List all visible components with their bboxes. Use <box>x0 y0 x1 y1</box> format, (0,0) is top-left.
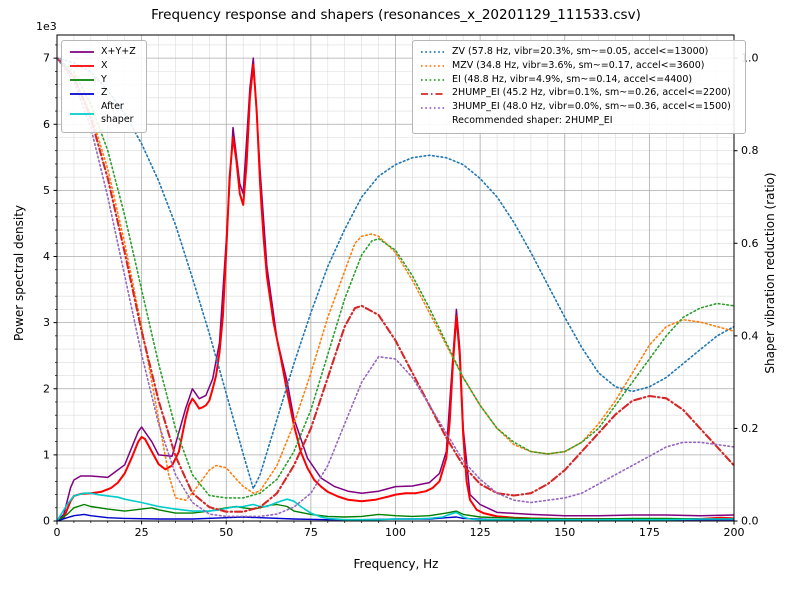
y-left-tick-label: 1 <box>43 448 50 461</box>
legend-item-label: ZV (57.8 Hz, vibr=20.3%, sm~=0.05, accel… <box>452 46 709 57</box>
series-y <box>57 503 734 521</box>
legend-item-label: X+Y+Z <box>101 46 136 57</box>
x-tick-label: 75 <box>304 526 318 539</box>
legend-item-label: EI (48.8 Hz, vibr=4.9%, sm~=0.14, accel<… <box>452 73 693 85</box>
y-left-tick-label: 7 <box>43 52 50 65</box>
y-left-tick-label: 6 <box>43 118 50 131</box>
y-right-tick-label: 0.0 <box>741 515 759 528</box>
legend-sample-blank <box>420 116 446 126</box>
y-left-tick-label: 4 <box>43 250 50 263</box>
series-x <box>57 63 734 521</box>
legend-line-sample <box>70 51 94 54</box>
axes-frame: 0 25 50 75 100 125 150 175 200 0 1 2 3 4 5 6 7 0.0 0.2 0.4 0… <box>43 34 759 539</box>
x-tick-label: 25 <box>135 526 149 539</box>
legend-item: After shaper <box>69 101 139 127</box>
x-tick-label: 50 <box>219 526 233 539</box>
x-tick-label: 125 <box>470 526 491 539</box>
series-3hump-ei <box>57 57 734 518</box>
legend-line-sample <box>421 51 445 54</box>
x-tick-label: 200 <box>724 526 745 539</box>
legend-line-sample <box>70 79 94 81</box>
legend-item-label: 3HUMP_EI (48.0 Hz, vibr=0.0%, sm~=0.36, … <box>452 101 731 113</box>
series-2hump-ei <box>57 57 734 513</box>
legend-line-sample <box>70 65 94 68</box>
legend-line-sample <box>70 113 94 115</box>
y-axis-right-label: Shaper vibration reduction (ratio) <box>763 172 777 374</box>
legend-item: Y <box>69 74 139 87</box>
y-axis-offset-label: 1e3 <box>36 20 57 33</box>
y-left-tick-label: 2 <box>43 382 50 395</box>
legend-item: X <box>69 60 139 73</box>
legend-line-sample <box>421 79 445 81</box>
minor-grid <box>57 35 734 521</box>
y-left-tick-label: 3 <box>43 316 50 329</box>
series-ei <box>57 57 734 499</box>
legend-line-sample <box>421 92 445 95</box>
y-right-tick-label: 0.6 <box>741 237 759 250</box>
legend-item: 3HUMP_EI (48.0 Hz, vibr=0.0%, sm~=0.36, … <box>420 101 738 114</box>
y-right-tick-label: 0.2 <box>741 422 759 435</box>
y-right-tick-label: 0.8 <box>741 144 759 157</box>
legend-item: EI (48.8 Hz, vibr=4.9%, sm~=0.14, accel<… <box>420 74 738 87</box>
legend-item: Z <box>69 87 139 100</box>
x-axis-label: Frequency, Hz <box>353 557 439 571</box>
chart-title: Frequency response and shapers (resonanc… <box>151 7 641 23</box>
series-mzv <box>57 57 734 501</box>
series-after-shaper <box>57 492 734 521</box>
y-right-tick-label: 0.4 <box>741 329 759 342</box>
series-zv <box>57 57 734 490</box>
y-left-tick-label: 0 <box>43 515 50 528</box>
legend-item: ZV (57.8 Hz, vibr=20.3%, sm~=0.05, accel… <box>420 46 738 59</box>
legend-item-label: Y <box>101 73 107 85</box>
legend-line-sample <box>421 106 445 109</box>
shaper-legend: ZV (57.8 Hz, vibr=20.3%, sm~=0.05, accel… <box>412 40 746 134</box>
x-tick-label: 0 <box>54 526 61 539</box>
legend-item-label: Z <box>101 87 108 99</box>
x-tick-label: 150 <box>554 526 575 539</box>
legend-item-label: X <box>101 59 108 71</box>
y-left-tick-label: 5 <box>43 184 50 197</box>
legend-item: Recommended shaper: 2HUMP_EI <box>420 115 738 128</box>
legend-item-label: 2HUMP_EI (45.2 Hz, vibr=0.1%, sm~=0.26, … <box>452 87 731 99</box>
legend-item-label: MZV (34.8 Hz, vibr=3.6%, sm~=0.17, accel… <box>452 59 705 71</box>
legend-item-label: After shaper <box>101 101 134 126</box>
legend-item-label: Recommended shaper: 2HUMP_EI <box>452 115 613 127</box>
x-tick-label: 100 <box>385 526 406 539</box>
legend-item: 2HUMP_EI (45.2 Hz, vibr=0.1%, sm~=0.26, … <box>420 87 738 100</box>
legend-item: MZV (34.8 Hz, vibr=3.6%, sm~=0.17, accel… <box>420 60 738 73</box>
legend-line-sample <box>70 92 94 95</box>
legend-item: X+Y+Z <box>69 46 139 59</box>
psd-legend: X+Y+Z X Y Z After shaper <box>61 40 147 133</box>
y-axis-left-label: Power spectral density <box>12 204 26 342</box>
x-tick-label: 175 <box>639 526 660 539</box>
legend-line-sample <box>421 65 445 68</box>
